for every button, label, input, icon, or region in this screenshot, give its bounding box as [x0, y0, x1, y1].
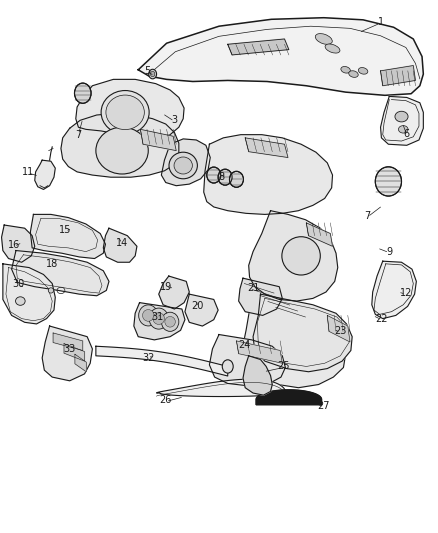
Polygon shape: [61, 114, 179, 177]
Polygon shape: [242, 310, 346, 387]
Ellipse shape: [207, 167, 221, 183]
Polygon shape: [239, 278, 283, 316]
Text: 33: 33: [64, 344, 76, 354]
Text: 7: 7: [364, 211, 371, 221]
Polygon shape: [245, 138, 288, 158]
Text: 22: 22: [375, 313, 388, 324]
Ellipse shape: [174, 157, 192, 174]
Ellipse shape: [101, 91, 149, 134]
Text: 26: 26: [159, 395, 172, 406]
Polygon shape: [381, 96, 424, 146]
Text: 25: 25: [277, 361, 290, 372]
Text: 20: 20: [191, 301, 203, 311]
Polygon shape: [156, 379, 286, 397]
Text: 21: 21: [247, 283, 259, 293]
Text: 15: 15: [59, 225, 71, 236]
Polygon shape: [75, 354, 86, 372]
Ellipse shape: [222, 360, 233, 373]
Text: 14: 14: [116, 238, 128, 247]
Text: 5: 5: [144, 66, 150, 76]
Text: 27: 27: [318, 401, 330, 411]
Ellipse shape: [218, 169, 232, 185]
Polygon shape: [134, 303, 185, 340]
Ellipse shape: [399, 126, 408, 133]
Ellipse shape: [315, 34, 332, 44]
Ellipse shape: [149, 308, 168, 329]
Text: 11: 11: [21, 167, 34, 177]
Ellipse shape: [230, 171, 244, 187]
Ellipse shape: [358, 68, 368, 74]
Polygon shape: [138, 18, 424, 95]
Polygon shape: [228, 39, 289, 55]
Ellipse shape: [165, 317, 175, 327]
Ellipse shape: [106, 95, 145, 130]
Polygon shape: [237, 341, 283, 364]
Ellipse shape: [15, 297, 25, 305]
Polygon shape: [96, 346, 228, 376]
Ellipse shape: [48, 288, 53, 293]
Ellipse shape: [74, 83, 91, 103]
Ellipse shape: [149, 69, 156, 79]
Polygon shape: [35, 160, 55, 189]
Polygon shape: [76, 79, 184, 138]
Text: 31: 31: [151, 312, 163, 322]
Polygon shape: [327, 316, 350, 342]
Ellipse shape: [139, 305, 158, 326]
Polygon shape: [372, 261, 417, 319]
Ellipse shape: [150, 71, 155, 77]
Polygon shape: [306, 223, 332, 246]
Text: 23: 23: [334, 326, 346, 336]
Polygon shape: [209, 335, 286, 386]
Polygon shape: [3, 264, 55, 324]
Ellipse shape: [96, 127, 148, 174]
Text: 1: 1: [378, 17, 384, 27]
Text: 9: 9: [386, 247, 392, 256]
Ellipse shape: [349, 71, 358, 77]
Ellipse shape: [169, 152, 198, 179]
Text: 18: 18: [46, 259, 58, 269]
Ellipse shape: [395, 111, 408, 122]
Polygon shape: [64, 344, 85, 361]
Polygon shape: [42, 326, 92, 381]
Text: 7: 7: [75, 130, 81, 140]
Text: 8: 8: [218, 172, 224, 182]
Polygon shape: [12, 251, 109, 296]
Polygon shape: [159, 276, 189, 309]
Polygon shape: [253, 294, 352, 372]
Polygon shape: [204, 135, 332, 214]
Text: 24: 24: [238, 340, 251, 350]
Ellipse shape: [375, 167, 402, 196]
Polygon shape: [256, 390, 321, 405]
Ellipse shape: [341, 67, 350, 73]
Polygon shape: [30, 214, 106, 259]
Ellipse shape: [142, 310, 154, 321]
Polygon shape: [243, 356, 272, 395]
Text: 3: 3: [171, 115, 177, 125]
Text: 32: 32: [142, 353, 155, 363]
Text: 30: 30: [12, 279, 24, 288]
Ellipse shape: [325, 44, 340, 53]
Text: 16: 16: [8, 240, 20, 250]
Text: 12: 12: [400, 288, 412, 298]
Polygon shape: [249, 211, 338, 301]
Ellipse shape: [282, 237, 320, 275]
Polygon shape: [141, 130, 176, 151]
Text: 19: 19: [159, 282, 172, 292]
Text: 6: 6: [404, 128, 410, 139]
Polygon shape: [2, 225, 35, 262]
Ellipse shape: [153, 313, 165, 325]
Polygon shape: [53, 333, 83, 351]
Polygon shape: [185, 294, 218, 326]
Polygon shape: [381, 66, 416, 86]
Polygon shape: [103, 228, 137, 262]
Polygon shape: [161, 139, 210, 185]
Ellipse shape: [161, 312, 179, 332]
